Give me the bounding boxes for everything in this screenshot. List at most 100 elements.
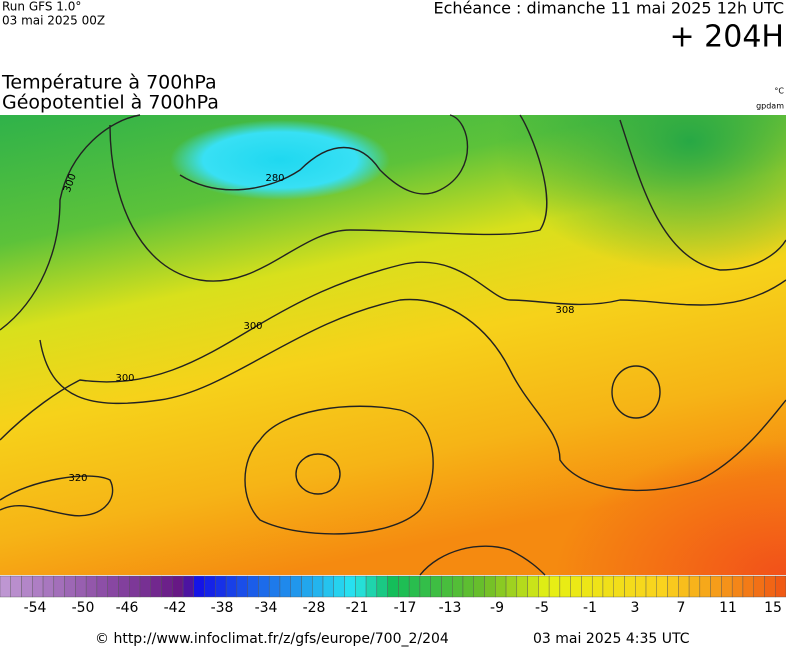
legend-swatch xyxy=(129,575,141,598)
legend-swatch xyxy=(172,575,184,598)
footer-source: © http://www.infoclimat.fr/z/gfs/europe/… xyxy=(95,631,449,647)
legend-swatch xyxy=(775,575,786,598)
legend-label: 3 xyxy=(631,600,640,616)
legend-label: -50 xyxy=(72,600,95,616)
map-cold-east xyxy=(400,115,786,375)
legend-swatch xyxy=(236,575,248,598)
legend-swatch xyxy=(527,575,539,598)
legend-swatch xyxy=(290,575,302,598)
legend-swatch xyxy=(96,575,108,598)
legend-swatch xyxy=(710,575,722,598)
legend-swatch xyxy=(0,575,11,598)
legend-swatch xyxy=(301,575,313,598)
unit-geopotential: gpdam xyxy=(756,102,784,111)
legend-swatch xyxy=(419,575,431,598)
legend-swatch xyxy=(215,575,227,598)
contour xyxy=(0,261,786,441)
legend-label: -13 xyxy=(439,600,462,616)
contour xyxy=(295,453,341,495)
legend-swatch xyxy=(387,575,399,598)
legend-swatch xyxy=(193,575,205,598)
legend-swatch xyxy=(118,575,130,598)
contour-label: 308 xyxy=(555,305,574,316)
legend-swatch xyxy=(548,575,561,598)
legend-swatch xyxy=(764,575,776,598)
legend-swatch xyxy=(344,575,356,598)
contour-label: 300 xyxy=(115,373,134,384)
contour xyxy=(39,298,786,492)
legend-swatch xyxy=(742,575,754,598)
legend-swatch xyxy=(591,575,604,598)
legend-swatch xyxy=(721,575,733,598)
legend-swatch xyxy=(398,575,410,598)
contour xyxy=(179,114,469,195)
legend-label: -1 xyxy=(583,600,597,616)
legend-swatch xyxy=(516,575,528,598)
legend-label: -21 xyxy=(346,600,369,616)
legend-label: -28 xyxy=(303,600,326,616)
legend-swatch xyxy=(247,575,259,598)
legend-swatch xyxy=(559,575,571,598)
legend-swatch xyxy=(312,575,324,598)
legend-swatch xyxy=(376,575,388,598)
run-label: Run GFS 1.0° xyxy=(2,0,81,14)
legend-swatch xyxy=(355,575,367,598)
legend-swatch xyxy=(688,575,701,598)
legend-swatch xyxy=(64,575,76,598)
title-geopotential: Géopotentiel à 700hPa xyxy=(2,92,219,114)
run-date: 03 mai 2025 00Z xyxy=(2,14,105,28)
legend-swatch xyxy=(258,575,270,598)
contour xyxy=(109,114,548,282)
legend-swatch xyxy=(656,575,668,598)
legend-swatch xyxy=(139,575,151,598)
legend-swatch xyxy=(602,575,614,598)
contour xyxy=(244,405,434,535)
legend-swatch xyxy=(678,575,690,598)
legend-swatch xyxy=(667,575,679,598)
contour xyxy=(619,119,786,271)
contour-label: 280 xyxy=(265,173,284,184)
legend-swatch xyxy=(150,575,162,598)
legend-swatch xyxy=(538,575,550,598)
legend-swatch xyxy=(753,575,765,598)
contour-label: 320 xyxy=(68,473,87,484)
legend-label: -9 xyxy=(490,600,504,616)
legend-swatch xyxy=(699,575,711,598)
contours xyxy=(0,114,786,576)
legend-swatch xyxy=(645,575,657,598)
legend-swatch xyxy=(204,575,216,598)
legend-swatch xyxy=(495,575,507,598)
legend-swatch xyxy=(452,575,464,598)
legend-swatch xyxy=(322,575,334,598)
legend-swatch xyxy=(53,575,65,598)
forecast-time: Echéance : dimanche 11 mai 2025 12h UTC xyxy=(433,0,784,18)
legend-swatch xyxy=(570,575,582,598)
legend-swatch xyxy=(85,575,98,598)
legend-swatch xyxy=(75,575,87,598)
legend-label: -17 xyxy=(394,600,417,616)
legend-swatch xyxy=(462,575,474,598)
contour-label: 300 xyxy=(243,321,262,332)
legend-swatch xyxy=(624,575,636,598)
legend-swatch xyxy=(613,575,625,598)
legend-swatch xyxy=(107,575,119,598)
contour xyxy=(611,365,661,419)
lead-time: + 204H xyxy=(670,20,785,55)
contour xyxy=(419,545,546,576)
map-cold-core xyxy=(170,120,390,200)
legend-label: 15 xyxy=(764,600,782,616)
legend-swatch xyxy=(365,575,378,598)
legend-swatch xyxy=(268,575,281,598)
legend-label: -34 xyxy=(255,600,278,616)
legend-swatch xyxy=(441,575,453,598)
legend-label: -42 xyxy=(164,600,187,616)
legend-swatch xyxy=(408,575,421,598)
legend-swatch xyxy=(505,575,518,598)
legend-swatch xyxy=(473,575,485,598)
legend-swatch xyxy=(42,575,55,598)
legend-label: -5 xyxy=(535,600,549,616)
unit-temperature: °C xyxy=(774,87,784,96)
